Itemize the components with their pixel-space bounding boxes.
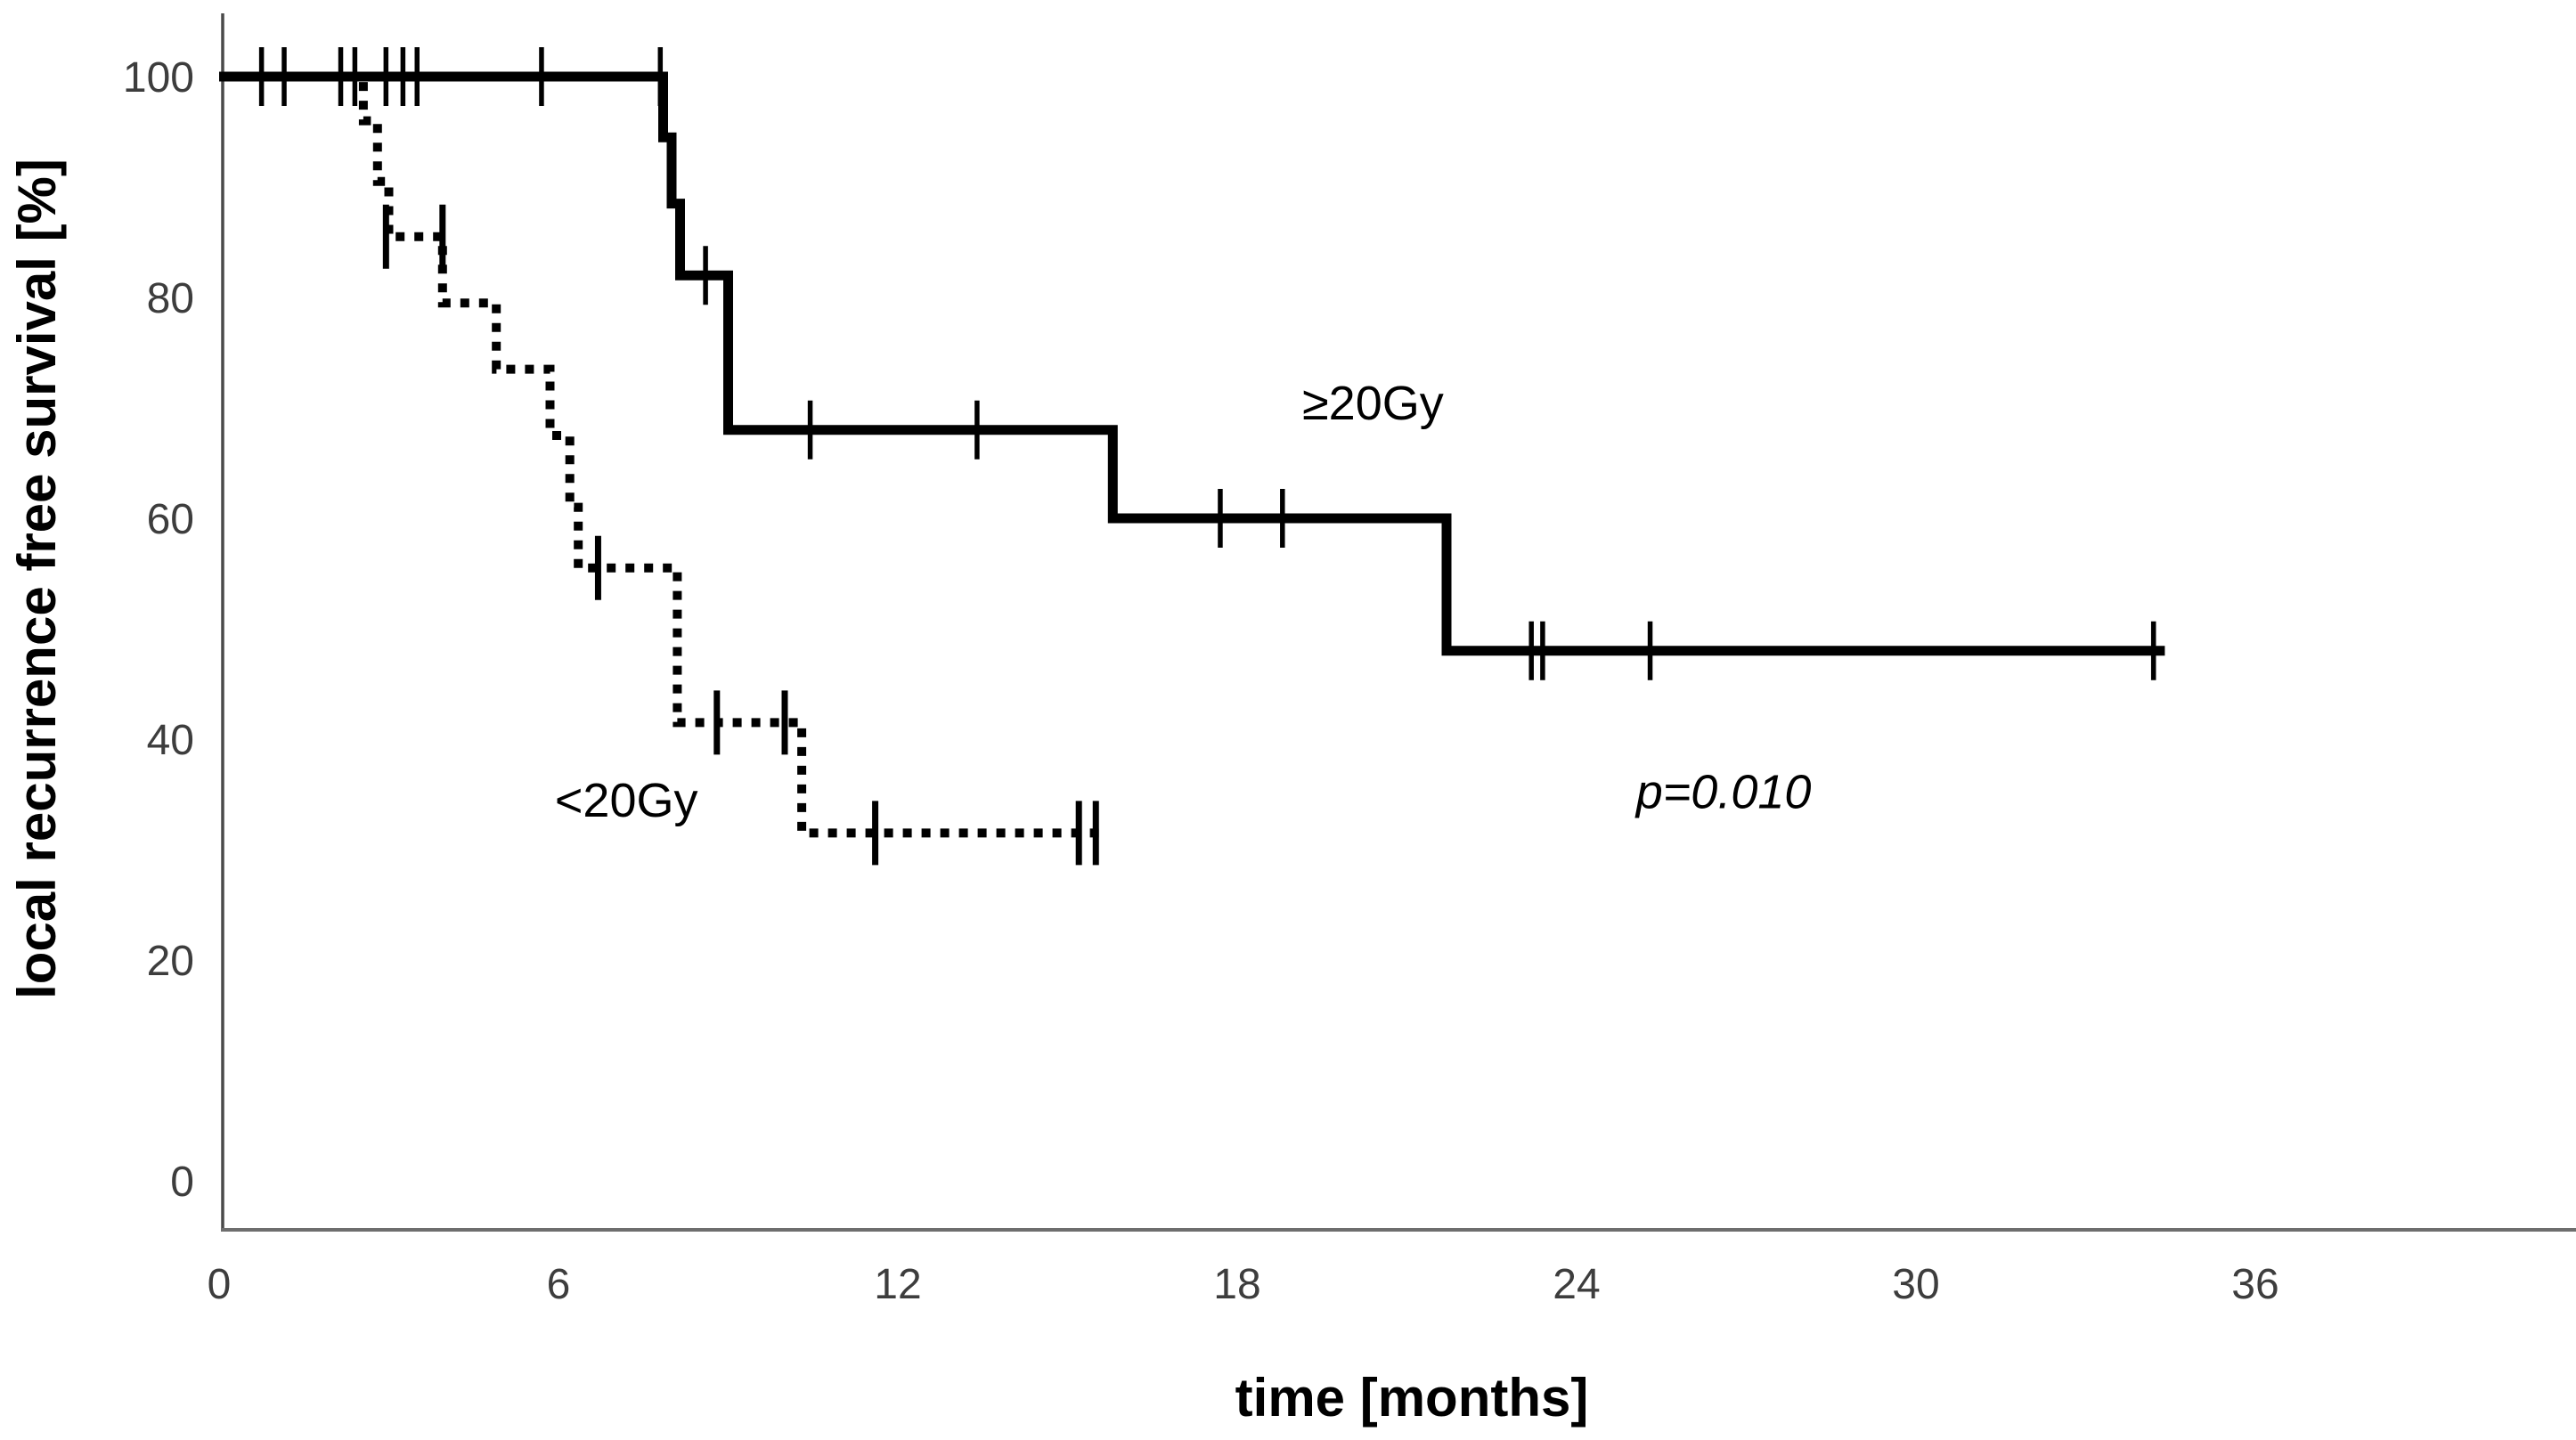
y-axis-tick-labels: 0 20 40 60 80 100 — [123, 54, 194, 1206]
x-axis-tick-labels: 0 6 12 18 24 30 36 — [208, 1261, 2279, 1308]
y-tick-label-0: 0 — [170, 1159, 194, 1206]
x-axis-title: time [months] — [1235, 1368, 1589, 1428]
x-tick-label-0: 0 — [208, 1261, 232, 1308]
y-tick-label-60: 60 — [147, 496, 194, 543]
x-tick-label-6: 6 — [547, 1261, 571, 1308]
series-ge20gy — [219, 47, 2165, 680]
x-tick-label-12: 12 — [874, 1261, 921, 1308]
km-curve-lt20gy — [219, 72, 1105, 838]
p-value-annotation: p=0.010 — [1634, 765, 1812, 818]
y-tick-label-40: 40 — [147, 717, 194, 764]
axes — [221, 13, 2576, 1232]
km-curve-ge20gy — [219, 71, 2165, 656]
y-tick-label-20: 20 — [147, 938, 194, 985]
series-label-lt20gy: <20Gy — [555, 774, 698, 827]
series-lt20gy — [219, 72, 1105, 866]
x-tick-label-30: 30 — [1892, 1261, 1939, 1308]
y-tick-label-80: 80 — [147, 275, 194, 322]
y-tick-label-100: 100 — [123, 54, 194, 102]
series-label-ge20gy: ≥20Gy — [1302, 377, 1444, 430]
x-tick-label-18: 18 — [1213, 1261, 1260, 1308]
x-tick-label-36: 36 — [2231, 1261, 2278, 1308]
x-tick-label-24: 24 — [1553, 1261, 1600, 1308]
y-axis-title: local recurrence free survival [%] — [7, 159, 67, 999]
